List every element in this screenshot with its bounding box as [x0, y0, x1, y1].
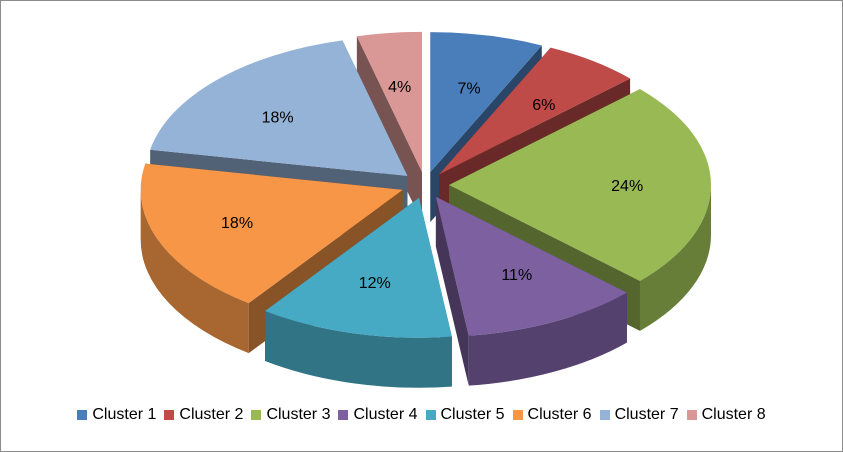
- legend-item-8: Cluster 8: [686, 406, 766, 424]
- legend-item-2: Cluster 2: [164, 406, 243, 424]
- legend-label: Cluster 7: [614, 406, 679, 423]
- slice-label-4: 11%: [501, 267, 532, 284]
- legend-label: Cluster 4: [353, 406, 418, 423]
- slice-label-7: 18%: [262, 110, 294, 127]
- legend-item-3: Cluster 3: [251, 406, 330, 424]
- legend-item-6: Cluster 6: [512, 406, 592, 424]
- slice-label-6: 18%: [221, 215, 253, 232]
- legend: Cluster 1 Cluster 2 Cluster 3 Cluster 4 Clus…: [0, 404, 843, 426]
- legend-label: Cluster 5: [440, 406, 505, 423]
- legend-swatch: [686, 410, 697, 420]
- slice-label-5: 12%: [359, 275, 391, 292]
- pie-slice-5: [265, 197, 452, 338]
- pie-slice-2: [439, 47, 631, 175]
- legend-swatch: [164, 410, 175, 420]
- legend-swatch: [77, 410, 88, 420]
- legend-label: Cluster 2: [179, 406, 244, 423]
- pie-slice-6: [140, 163, 403, 304]
- pie-slice-3: [449, 89, 712, 281]
- pie-slice-8: [356, 31, 422, 172]
- pie-slice-7: [150, 40, 408, 176]
- legend-item-4: Cluster 4: [338, 406, 418, 424]
- legend-item-5: Cluster 5: [425, 406, 505, 424]
- legend-swatch: [338, 410, 349, 420]
- legend-item-7: Cluster 7: [599, 406, 679, 424]
- legend-label: Cluster 1: [92, 406, 157, 423]
- slice-label-1: 7%: [458, 80, 481, 97]
- legend-swatch: [425, 410, 436, 420]
- legend-label: Cluster 6: [527, 406, 592, 423]
- legend-swatch: [512, 410, 523, 420]
- legend-swatch: [599, 410, 610, 420]
- slice-label-8: 4%: [388, 79, 411, 96]
- legend-swatch: [251, 410, 262, 420]
- slice-label-2: 6%: [532, 97, 555, 114]
- slice-label-3: 24%: [611, 178, 643, 195]
- legend-label: Cluster 3: [266, 406, 331, 423]
- pie-slice-4: [435, 196, 627, 336]
- pie-slice-1: [430, 32, 542, 173]
- legend-label: Cluster 8: [701, 406, 766, 423]
- legend-item-1: Cluster 1: [77, 406, 156, 424]
